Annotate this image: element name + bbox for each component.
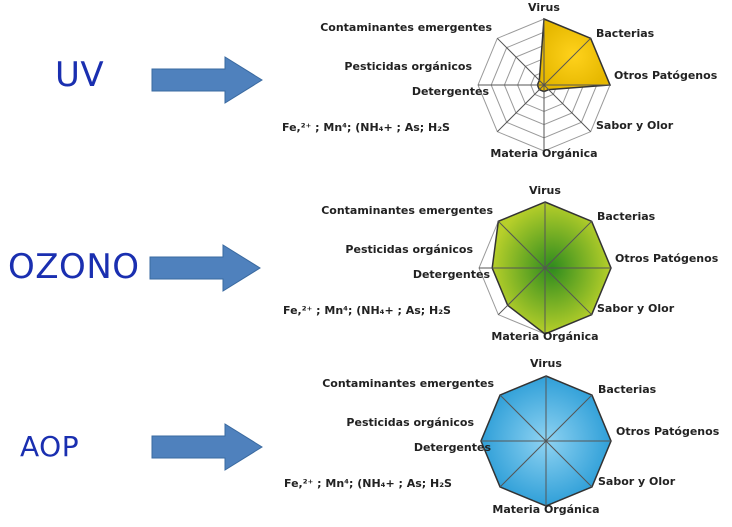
radar-spoke	[543, 37, 592, 86]
axis-label: Bacterias	[596, 27, 655, 40]
radar-spoke	[544, 267, 593, 316]
radar-spoke	[543, 84, 592, 133]
technology-label-ozono: OZONO	[8, 247, 140, 287]
axis-label: Pesticidas orgánicos	[346, 416, 474, 429]
panel-ozono: OZONO Virus Bacterias Otros Patógenos Sabor…	[0, 175, 732, 352]
axis-label: Materia Orgánica	[491, 330, 598, 343]
axis-label: Otros Patógenos	[616, 425, 720, 438]
axis-label: Sabor y Olor	[598, 475, 676, 488]
axis-label: Contaminantes emergentes	[322, 377, 494, 390]
arrow-right-icon	[151, 423, 263, 471]
radar-spoke	[497, 267, 546, 316]
axis-label: Fe,²⁺ ; Mn⁴; (NH₄+ ; As; H₂S	[283, 304, 451, 317]
panel-aop: AOP Virus Bacterias Otros Patógenos Sabor y…	[0, 352, 732, 527]
axis-label: Detergentes	[412, 85, 490, 98]
axis-label: Detergentes	[413, 268, 491, 281]
arrow-right-icon	[149, 244, 261, 292]
technology-label-aop: AOP	[20, 430, 80, 463]
axis-label: Virus	[529, 184, 561, 197]
axis-label: Virus	[530, 357, 562, 370]
radar-chart-aop: Virus Bacterias Otros Patógenos Sabor y Olo…	[284, 357, 720, 516]
radar-chart-ozono: Virus Bacterias Otros Patógenos Sabor y Olo…	[283, 184, 719, 343]
arrow-right-icon	[151, 56, 263, 104]
axis-label: Pesticidas orgánicos	[344, 60, 472, 73]
axis-label: Pesticidas orgánicos	[345, 243, 473, 256]
radar-spoke	[499, 440, 547, 488]
panel-uv: UV Virus Bacterias Otros Patógenos Sabor y …	[0, 0, 732, 175]
radar-spoke	[499, 394, 547, 442]
axis-label: Bacterias	[597, 210, 656, 223]
radar-spoke	[545, 440, 593, 488]
axis-label: Materia Orgánica	[492, 503, 599, 516]
axis-label: Fe,²⁺ ; Mn⁴; (NH₄+ ; As; H₂S	[282, 121, 450, 134]
axis-label: Contaminantes emergentes	[320, 21, 492, 34]
radar-spoke	[496, 84, 545, 133]
axis-label: Sabor y Olor	[597, 302, 675, 315]
axis-label: Contaminantes emergentes	[321, 204, 493, 217]
radar-spoke	[544, 220, 593, 269]
axis-label: Materia Orgánica	[490, 147, 597, 160]
radar-spoke	[496, 37, 545, 86]
axis-label: Bacterias	[598, 383, 657, 396]
axis-label: Otros Patógenos	[614, 69, 718, 82]
radar-chart-uv: Virus Bacterias Otros Patógenos Sabor y Olo…	[282, 1, 718, 160]
axis-label: Virus	[528, 1, 560, 14]
axis-label: Sabor y Olor	[596, 119, 674, 132]
axis-label: Otros Patógenos	[615, 252, 719, 265]
technology-label-uv: UV	[55, 55, 105, 95]
radar-spoke	[545, 394, 593, 442]
axis-label: Fe,²⁺ ; Mn⁴; (NH₄+ ; As; H₂S	[284, 477, 452, 490]
radar-spoke	[497, 220, 546, 269]
axis-label: Detergentes	[414, 441, 492, 454]
